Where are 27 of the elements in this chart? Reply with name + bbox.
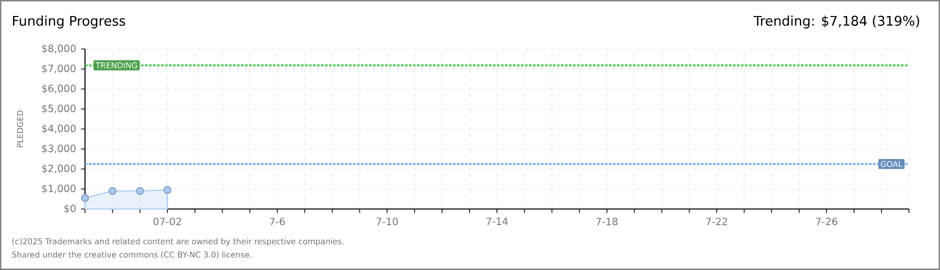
x-tick-label: 7-6 [270,218,285,226]
text: Shared under the creative commons (CC BY-NC 3.0) license. [12,251,252,259]
x-tick-label: 7-18 [596,218,618,226]
y-tick-label: $7,000 [42,64,76,74]
x-tick-label: 7-14 [486,218,508,225]
point [163,186,172,194]
ref-line-label: GOAL [880,160,903,168]
point [136,186,144,195]
y-tick-label: $6,000 [42,84,76,94]
ref-line-label: TRENDING [95,62,138,68]
y-tick-label: $5,000 [42,104,76,114]
chart-title: Funding Progress [13,16,126,28]
y-tick-label: $3,000 [42,144,76,154]
x-tick-label: 7-26 [816,218,838,226]
y-tick-label: $2,000 [42,164,76,174]
text: (c)2025 Trademarks and related content are owned by their respective companies. [12,238,344,246]
chart-subtitle: Trending: $7,184 (319%) [754,16,920,28]
y-tick-label: $8,000 [42,44,76,54]
x-tick-label: 7-22 [706,218,728,226]
point [81,194,90,202]
y-axis-title: PLEDGED [16,110,24,148]
point [108,186,116,195]
x-tick-label: 07-02 [154,218,181,226]
x-tick-label: 7-10 [376,218,398,226]
y-tick-label: $4,000 [42,124,76,134]
y-tick-label: $1,000 [42,184,76,194]
y-tick-label: $0 [64,204,76,214]
